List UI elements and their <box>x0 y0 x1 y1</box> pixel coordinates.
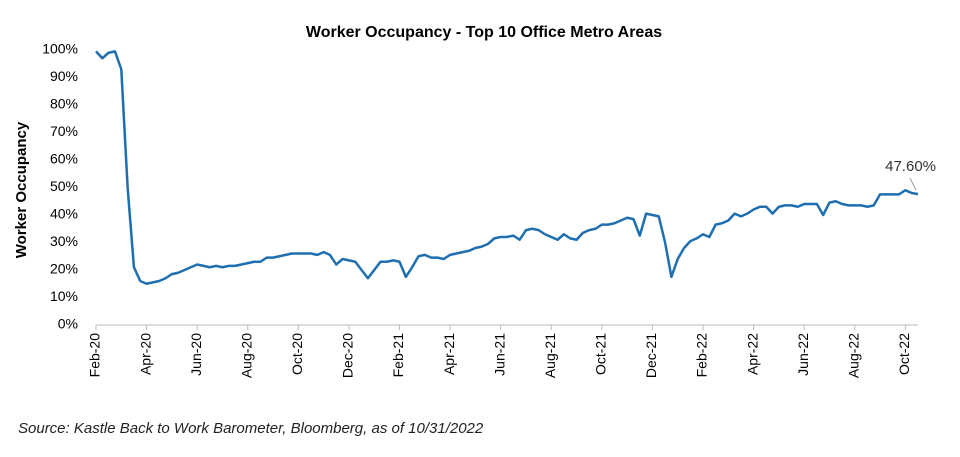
x-tick-label: Feb-21 <box>390 333 406 378</box>
x-tick-label: Dec-20 <box>340 333 356 378</box>
chart-title: Worker Occupancy - Top 10 Office Metro A… <box>306 24 662 41</box>
x-tick-label: Apr-22 <box>744 333 760 375</box>
y-tick-label: 70% <box>50 123 78 139</box>
y-tick-label: 60% <box>50 151 78 167</box>
x-tick-label: Oct-22 <box>896 333 912 375</box>
y-axis-label: Worker Occupancy <box>13 121 30 258</box>
annotation: 47.60% <box>885 158 936 175</box>
line-series <box>95 50 919 285</box>
y-tick-label: 90% <box>50 68 78 84</box>
x-tick-label: Aug-20 <box>238 333 254 378</box>
x-tick-label: Oct-21 <box>593 333 609 375</box>
y-tick-label: 0% <box>58 316 78 332</box>
x-tick-label: Feb-20 <box>87 333 103 378</box>
x-tick-label: Oct-20 <box>289 333 305 375</box>
x-tick-label: Apr-21 <box>441 333 457 375</box>
x-tick-label: Jun-20 <box>188 333 204 376</box>
y-tick-label: 100% <box>42 41 78 57</box>
x-tick-label: Aug-22 <box>845 333 861 378</box>
x-tick-label: Jun-22 <box>795 333 811 376</box>
x-tick-label: Jun-21 <box>491 333 507 376</box>
y-tick-label: 80% <box>50 96 78 112</box>
source-note: Source: Kastle Back to Work Barometer, B… <box>18 420 484 437</box>
x-tick-label: Apr-20 <box>137 333 153 375</box>
y-tick-label: 40% <box>50 206 78 222</box>
x-tick-label: Feb-22 <box>694 333 710 378</box>
annotation-leader <box>909 177 917 191</box>
y-tick-label: 20% <box>50 261 78 277</box>
y-tick-label: 10% <box>50 288 78 304</box>
x-tick-label: Dec-21 <box>643 333 659 378</box>
x-tick-label: Aug-21 <box>542 333 558 378</box>
y-tick-label: 50% <box>50 178 78 194</box>
y-tick-label: 30% <box>50 233 78 249</box>
